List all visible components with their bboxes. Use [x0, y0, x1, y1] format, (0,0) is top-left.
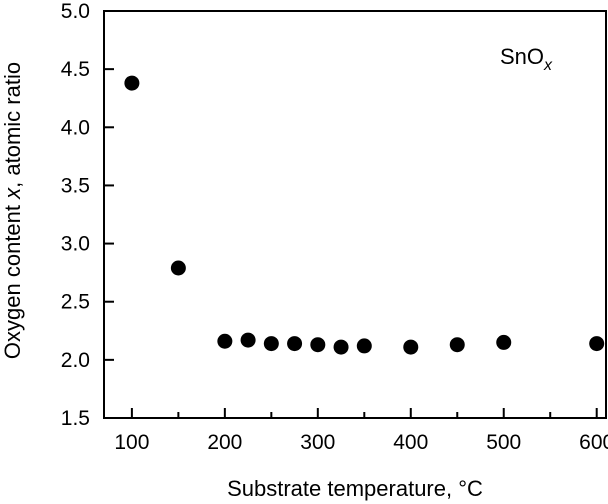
data-point — [310, 337, 326, 353]
ticks-layer — [104, 10, 598, 419]
data-point — [217, 333, 233, 349]
y-axis-title-suffix: , atomic ratio — [0, 62, 25, 188]
y-axis-title-prefix: Oxygen content — [0, 199, 25, 359]
data-point — [449, 337, 465, 353]
data-point — [333, 339, 349, 355]
x-axis-title: Substrate temperature, °C — [227, 476, 483, 501]
y-tick-label: 4.0 — [61, 116, 90, 139]
y-tick-label: 2.5 — [61, 291, 90, 314]
annotation-formula: SnO — [500, 44, 544, 69]
x-tick-label: 100 — [114, 431, 149, 454]
data-point — [589, 336, 605, 352]
x-tick-label: 400 — [393, 431, 428, 454]
x-tick-label: 600 — [579, 431, 608, 454]
x-tick-label: 300 — [300, 431, 335, 454]
y-tick-label: 2.0 — [61, 349, 90, 372]
data-point — [240, 332, 256, 348]
y-axis-title-variable: x — [0, 187, 25, 200]
plot-area-frame — [103, 10, 607, 419]
annotation-subscript: x — [543, 57, 553, 74]
data-point — [263, 336, 279, 352]
y-tick-label: 3.5 — [61, 174, 90, 197]
tick-labels-layer: 1.5 2.0 2.5 3.0 3.5 4.0 4.5 5.0 100 200 300 400 500 6… — [61, 0, 608, 454]
data-point — [124, 75, 140, 91]
x-tick-label: 200 — [207, 431, 242, 454]
y-tick-label: 4.5 — [61, 58, 90, 81]
y-tick-label: 1.5 — [61, 407, 90, 430]
y-axis-title: Oxygen content x, atomic ratio — [0, 62, 25, 359]
y-tick-label: 5.0 — [61, 0, 90, 23]
data-point — [287, 336, 303, 352]
data-point — [496, 334, 512, 350]
data-point — [403, 339, 419, 355]
y-tick-label: 3.0 — [61, 233, 90, 256]
data-point — [170, 260, 186, 276]
x-tick-label: 500 — [486, 431, 521, 454]
data-points-layer — [124, 75, 605, 355]
material-annotation: SnOx — [500, 44, 553, 74]
data-point — [356, 338, 372, 354]
